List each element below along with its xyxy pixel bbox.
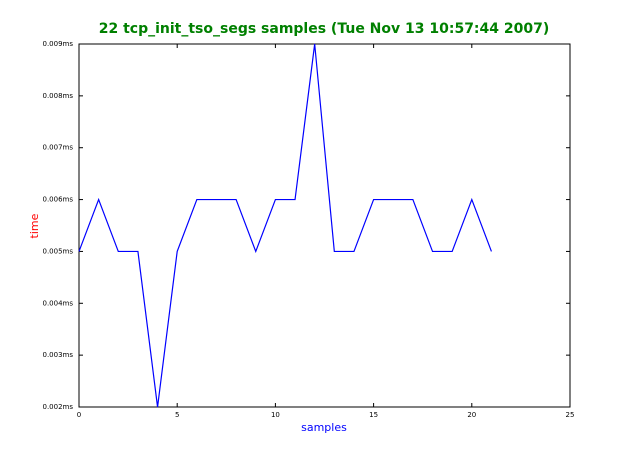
data-line — [78, 43, 493, 408]
y-tick-label: 0.007ms — [42, 144, 73, 152]
x-tick-label: 15 — [369, 411, 378, 419]
x-axis-label: samples — [301, 421, 347, 434]
chart-title: 22 tcp_init_tso_segs samples (Tue Nov 13… — [99, 21, 550, 37]
y-tick-label: 0.005ms — [42, 247, 73, 255]
y-tick-label: 0.008ms — [42, 92, 73, 100]
y-tick-label: 0.006ms — [42, 196, 73, 204]
x-tick-label: 0 — [77, 411, 81, 419]
x-tick-label: 25 — [566, 411, 575, 419]
plot-frame — [78, 43, 571, 408]
x-tick-label: 10 — [271, 411, 280, 419]
y-axis-label: time — [28, 213, 41, 238]
x-tick-label: 20 — [467, 411, 476, 419]
y-tick-label: 0.003ms — [42, 351, 73, 359]
x-tick-label: 5 — [175, 411, 179, 419]
y-tick-label: 0.002ms — [42, 403, 73, 411]
y-tick-label: 0.009ms — [42, 40, 73, 48]
y-tick-label: 0.004ms — [42, 299, 73, 307]
